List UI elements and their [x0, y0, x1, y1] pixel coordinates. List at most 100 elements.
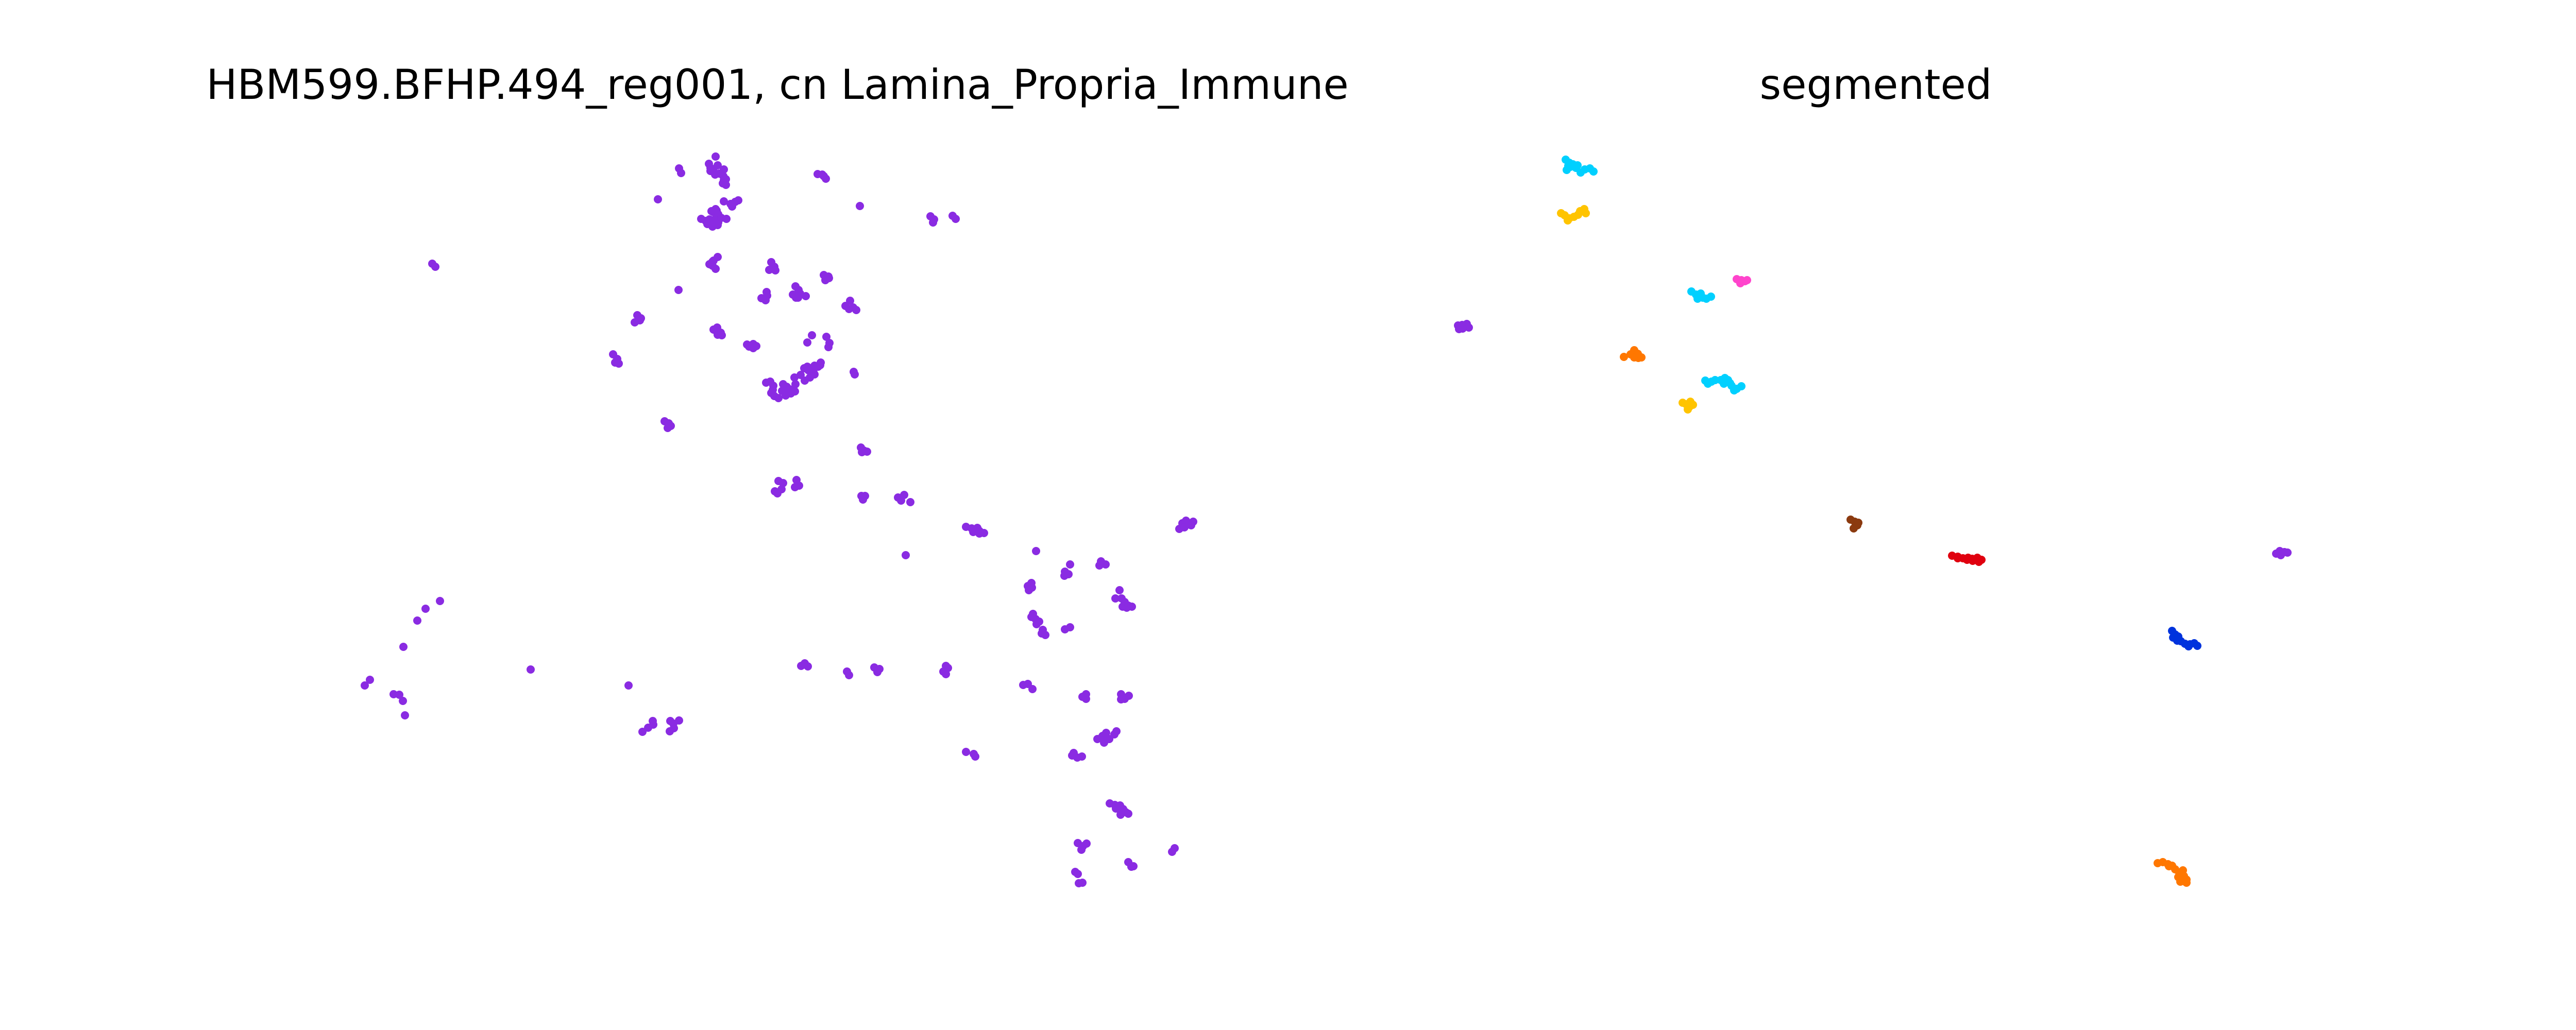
cell-point [863, 448, 871, 456]
segment-point-10 [2283, 548, 2292, 557]
segment-point-0 [1564, 162, 1572, 170]
right-scatter-plot [1454, 156, 2292, 887]
cell-point [654, 195, 662, 203]
cell-point [366, 676, 374, 684]
segment-point-0 [1573, 161, 1582, 169]
cell-point [969, 528, 977, 536]
cell-point [1019, 681, 1027, 689]
cell-point [803, 338, 811, 347]
cell-point [779, 479, 787, 487]
cell-point [749, 344, 757, 352]
cell-point [794, 294, 802, 302]
cell-point [664, 424, 672, 432]
segment-point-6 [1730, 386, 1738, 394]
cell-point [774, 394, 783, 402]
cell-point [797, 662, 805, 670]
segment-point-5 [1620, 353, 1628, 361]
segment-point-12 [2165, 862, 2173, 870]
cell-point [1078, 879, 1087, 887]
cell-point [825, 274, 833, 282]
cell-point [804, 366, 812, 374]
segment-point-11 [2193, 642, 2201, 650]
cell-point [792, 476, 801, 484]
cell-point [1180, 523, 1189, 531]
cell-point [771, 266, 779, 274]
segment-point-7 [1684, 405, 1692, 414]
segment-point-8 [1850, 524, 1858, 533]
segment-point-1 [1582, 209, 1590, 217]
cell-point [728, 202, 736, 211]
segment-point-9 [1954, 554, 1962, 562]
cell-point [1168, 848, 1176, 856]
cell-point [942, 662, 950, 670]
cell-point [851, 370, 859, 379]
cell-point [421, 605, 430, 613]
cell-point [1078, 752, 1086, 761]
cell-point [631, 318, 639, 327]
segment-point-2 [1707, 293, 1715, 301]
cell-point [527, 665, 535, 674]
cell-point [711, 205, 720, 213]
cell-point [1117, 695, 1125, 703]
segment-point-12 [2174, 873, 2182, 881]
cell-point [975, 529, 984, 538]
cell-point [801, 376, 809, 385]
left-scatter-plot [361, 152, 1197, 887]
cell-point [765, 266, 773, 274]
cell-point [649, 717, 657, 725]
cell-point [1124, 810, 1132, 818]
cell-point [720, 197, 728, 205]
cell-point [1082, 695, 1090, 703]
cell-point [674, 286, 683, 294]
cell-point [708, 258, 717, 266]
cell-point [1129, 862, 1138, 870]
cell-point [399, 643, 408, 651]
segment-point-6 [1720, 380, 1728, 388]
cell-point [852, 306, 860, 314]
cell-point [962, 748, 970, 756]
segment-point-6 [1704, 380, 1712, 388]
segment-point-12 [2179, 866, 2187, 874]
cell-point [796, 371, 805, 379]
cell-point [1066, 560, 1074, 569]
segment-point-9 [1975, 558, 1983, 566]
cell-point [666, 727, 674, 735]
cell-point [615, 359, 623, 368]
cell-point [638, 728, 647, 736]
segment-point-8 [1854, 519, 1862, 527]
segment-point-5 [1630, 353, 1638, 362]
cell-point [902, 551, 910, 559]
cell-point [783, 388, 791, 396]
cell-point [1035, 617, 1043, 626]
cell-point [1027, 613, 1036, 621]
cell-point [713, 323, 721, 332]
segment-point-11 [2184, 642, 2193, 650]
cell-point [971, 752, 979, 761]
cell-point [873, 668, 882, 676]
cell-point [952, 215, 960, 223]
cell-point [1074, 870, 1082, 878]
cell-point [1061, 625, 1069, 633]
cell-point [790, 373, 799, 382]
cell-point [1100, 739, 1108, 747]
segment-point-9 [1963, 556, 1971, 564]
right-panel-title: segmented [1759, 61, 1992, 109]
cell-point [808, 331, 816, 339]
segment-point-6 [1737, 382, 1745, 390]
cell-point [791, 380, 800, 388]
segment-point-12 [2180, 877, 2188, 885]
cell-point [1095, 561, 1104, 570]
cell-point [804, 662, 812, 671]
segment-point-4 [1465, 323, 1473, 332]
cell-point [1115, 586, 1124, 594]
cell-point [1028, 685, 1037, 693]
cell-point [715, 169, 723, 178]
cell-point [675, 716, 683, 725]
segment-point-1 [1564, 216, 1572, 225]
cell-point [1070, 749, 1078, 757]
cell-point [436, 597, 444, 605]
cell-point [677, 169, 685, 177]
segment-point-5 [1637, 353, 1646, 362]
cell-point [1125, 692, 1133, 700]
